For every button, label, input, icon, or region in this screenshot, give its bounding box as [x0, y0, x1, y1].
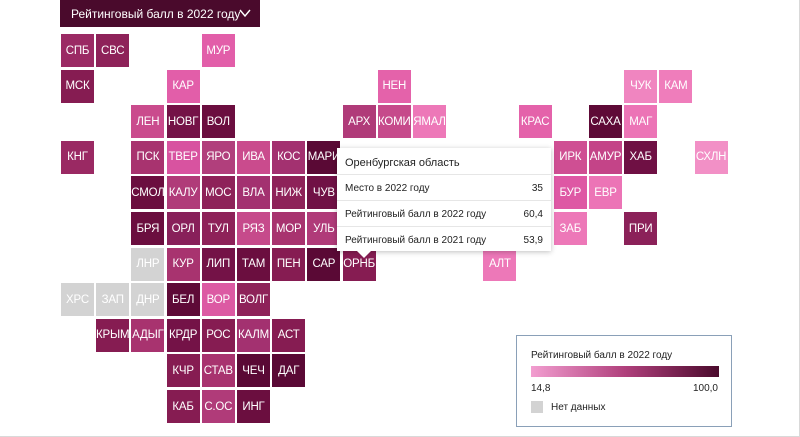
- tooltip-row-value: 35: [531, 183, 543, 194]
- tooltip-row-value: 60,4: [523, 209, 543, 220]
- region-tile-вол[interactable]: ВОЛ: [201, 105, 235, 139]
- tooltip-row-rank: Место в 2022 году 35: [337, 174, 551, 201]
- region-tile-калм[interactable]: КАЛМ: [237, 318, 270, 352]
- region-tile-мос[interactable]: МОС: [201, 176, 235, 210]
- tooltip-row-score-2021: Рейтинговый балл в 2021 году 53,9: [337, 226, 551, 253]
- tooltip-row-label: Рейтинговый балл в 2022 году: [345, 209, 487, 220]
- region-tile-днр[interactable]: ДНР: [131, 283, 165, 317]
- region-tile-хрс[interactable]: ХРС: [61, 283, 94, 317]
- region-tile-кнг[interactable]: КНГ: [61, 140, 94, 174]
- region-tile-лнр[interactable]: ЛНР: [131, 247, 165, 281]
- region-tile-мор[interactable]: МОР: [272, 212, 306, 245]
- region-tile-чук[interactable]: ЧУК: [624, 69, 658, 103]
- region-tile-коми[interactable]: КОМИ: [377, 105, 411, 139]
- region-tile-ямал[interactable]: ЯМАЛ: [413, 105, 446, 139]
- chevron-down-icon: [239, 9, 251, 18]
- tooltip-row-label: Рейтинговый балл в 2021 году: [345, 235, 487, 246]
- region-tile-хаб[interactable]: ХАБ: [624, 140, 658, 174]
- region-tile-чув[interactable]: ЧУВ: [307, 176, 341, 210]
- region-tile-орл[interactable]: ОРЛ: [166, 212, 200, 245]
- region-tile-даг[interactable]: ДАГ: [272, 354, 306, 388]
- tooltip-pointer: [357, 251, 371, 258]
- region-tile-ниж[interactable]: НИЖ: [272, 176, 306, 210]
- region-tile-саха[interactable]: САХА: [589, 105, 622, 139]
- region-tile-мур[interactable]: МУР: [201, 34, 235, 67]
- region-tile-кчр[interactable]: КЧР: [166, 354, 200, 388]
- legend-max-value: 100,0: [692, 383, 718, 394]
- region-tile-каб[interactable]: КАБ: [166, 390, 200, 423]
- region-tile-вор[interactable]: ВОР: [201, 283, 235, 317]
- region-tile-тул[interactable]: ТУЛ: [201, 212, 235, 245]
- region-tooltip: Оренбургская область Место в 2022 году 3…: [337, 148, 551, 258]
- region-tile-бел[interactable]: БЕЛ: [166, 283, 200, 317]
- region-tile-лип[interactable]: ЛИП: [201, 247, 235, 281]
- region-tile-ирк[interactable]: ИРК: [553, 140, 587, 174]
- region-tile-заб[interactable]: ЗАБ: [553, 212, 587, 245]
- region-tile-кар[interactable]: КАР: [166, 69, 200, 103]
- region-tile-адыг[interactable]: АДЫГ: [131, 318, 165, 352]
- region-tile-ряз[interactable]: РЯЗ: [237, 212, 270, 245]
- region-tile-пск[interactable]: ПСК: [131, 140, 165, 174]
- region-tile-евр[interactable]: ЕВР: [589, 176, 622, 210]
- region-tile-уль[interactable]: УЛЬ: [307, 212, 341, 245]
- tooltip-row-label: Место в 2022 году: [345, 183, 430, 194]
- region-tile-спб[interactable]: СПБ: [61, 34, 94, 67]
- region-tile-волг[interactable]: ВОЛГ: [237, 283, 270, 317]
- indicator-dropdown[interactable]: Рейтинговый балл в 2022 году: [60, 0, 260, 27]
- legend-min-value: 14,8: [531, 383, 551, 394]
- region-tile-калу[interactable]: КАЛУ: [166, 176, 200, 210]
- legend-no-data-label: Нет данных: [551, 402, 606, 413]
- legend-gradient-bar: [531, 366, 719, 377]
- region-tile-маг[interactable]: МАГ: [624, 105, 658, 139]
- region-tile-вла[interactable]: ВЛА: [237, 176, 270, 210]
- region-tile-яро[interactable]: ЯРО: [201, 140, 235, 174]
- region-tile-чеч[interactable]: ЧЕЧ: [237, 354, 270, 388]
- indicator-dropdown-label: Рейтинговый балл в 2022 году: [71, 6, 241, 21]
- region-tile-при[interactable]: ПРИ: [624, 212, 658, 245]
- region-tile-пен[interactable]: ПЕН: [272, 247, 306, 281]
- tooltip-row-value: 53,9: [523, 235, 543, 246]
- region-tile-кур[interactable]: КУР: [166, 247, 200, 281]
- region-tile-смол[interactable]: СМОЛ: [131, 176, 165, 210]
- region-tile-кам[interactable]: КАМ: [659, 69, 693, 103]
- region-tile-кос[interactable]: КОС: [272, 140, 306, 174]
- region-tile-зап[interactable]: ЗАП: [96, 283, 130, 317]
- region-tile-рос[interactable]: РОС: [201, 318, 235, 352]
- region-tile-лен[interactable]: ЛЕН: [131, 105, 165, 139]
- legend-title: Рейтинговый балл в 2022 году: [531, 350, 673, 361]
- region-tile-инг[interactable]: ИНГ: [237, 390, 270, 423]
- tooltip-row-score-2022: Рейтинговый балл в 2022 году 60,4: [337, 200, 551, 227]
- region-tile-схлн[interactable]: СХЛН: [694, 140, 728, 174]
- region-tile-бря[interactable]: БРЯ: [131, 212, 165, 245]
- region-tile-амур[interactable]: АМУР: [589, 140, 622, 174]
- region-tile-с.ос[interactable]: С.ОС: [201, 390, 235, 423]
- region-tile-аст[interactable]: АСТ: [272, 318, 306, 352]
- region-tile-новг[interactable]: НОВГ: [166, 105, 200, 139]
- region-tile-мари[interactable]: МАРИ: [307, 140, 341, 174]
- region-tile-арх[interactable]: АРХ: [342, 105, 376, 139]
- region-tile-нен[interactable]: НЕН: [377, 69, 411, 103]
- region-tile-алт[interactable]: АЛТ: [483, 247, 517, 281]
- region-tile-там[interactable]: ТАМ: [237, 247, 270, 281]
- region-tile-ива[interactable]: ИВА: [237, 140, 270, 174]
- region-tile-мск[interactable]: МСК: [61, 69, 94, 103]
- color-legend: Рейтинговый балл в 2022 году 14,8 100,0 …: [516, 335, 732, 427]
- region-tile-твер[interactable]: ТВЕР: [166, 140, 200, 174]
- region-tile-крым[interactable]: КРЫМ: [96, 318, 130, 352]
- region-tile-крдр[interactable]: КРДР: [166, 318, 200, 352]
- region-tile-крас[interactable]: КРАС: [518, 105, 552, 139]
- legend-no-data-swatch: [531, 401, 543, 413]
- region-tile-став[interactable]: СТАВ: [201, 354, 235, 388]
- tooltip-title: Оренбургская область: [345, 157, 460, 169]
- region-tile-сар[interactable]: САР: [307, 247, 341, 281]
- region-tile-свс[interactable]: СВС: [96, 34, 130, 67]
- region-tile-бур[interactable]: БУР: [553, 176, 587, 210]
